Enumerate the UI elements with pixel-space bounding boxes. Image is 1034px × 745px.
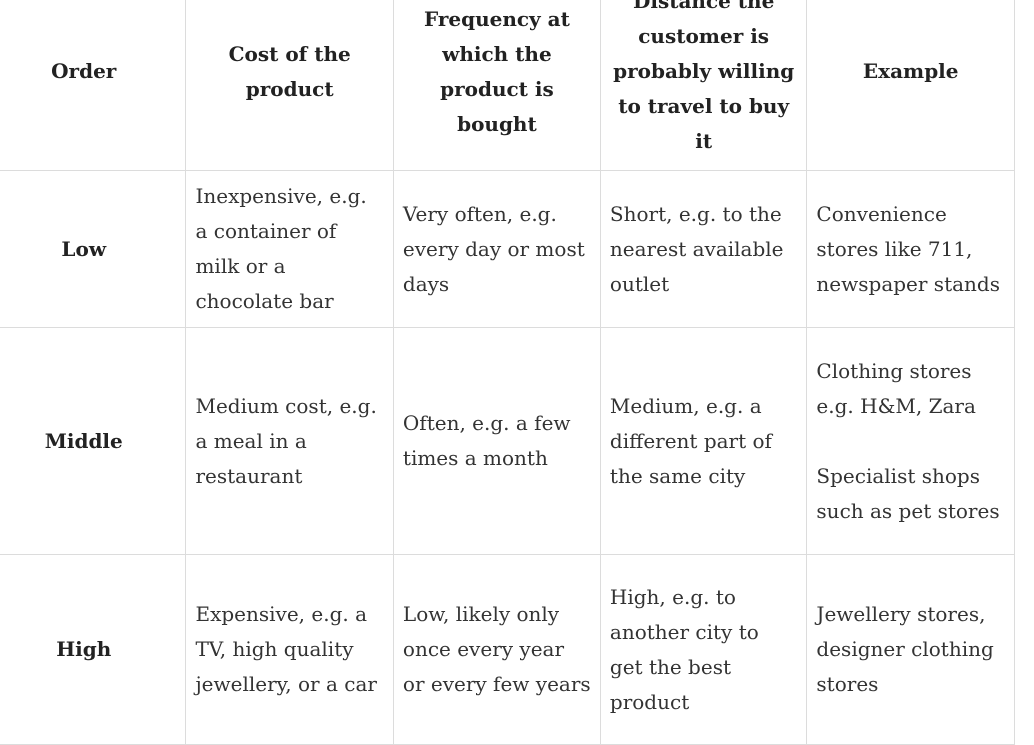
example-cell: Jewellery stores, designer clothing stor… — [806, 554, 1015, 745]
example-cell: Convenience stores like 711, newspaper s… — [806, 170, 1015, 328]
table-row-high: High Expensive, e.g. a TV, high quality … — [0, 554, 1015, 745]
order-cell: Middle — [0, 327, 187, 555]
header-cost: Cost of the product — [185, 0, 394, 171]
table-row-low: Low Inexpensive, e.g. a container of mil… — [0, 170, 1015, 328]
header-order: Order — [0, 0, 187, 171]
header-frequency: Frequency at which the product is bought — [392, 0, 601, 171]
example-cell: Clothing stores e.g. H&M, Zara Specialis… — [806, 327, 1015, 555]
frequency-cell: Low, likely only once every year or ever… — [392, 554, 601, 745]
example-text: Clothing stores e.g. H&M, Zara — [816, 358, 976, 418]
example-text: Convenience stores like 711, newspaper s… — [816, 201, 1000, 296]
frequency-cell: Very often, e.g. every day or most days — [392, 170, 601, 328]
cost-cell: Medium cost, e.g. a meal in a restaurant — [185, 327, 394, 555]
header-example: Example — [806, 0, 1015, 171]
order-cell: High — [0, 554, 187, 745]
distance-cell: High, e.g. to another city to get the be… — [599, 554, 808, 745]
distance-cell: Short, e.g. to the nearest available out… — [599, 170, 808, 328]
example-text: Jewellery stores, designer clothing stor… — [816, 602, 994, 696]
cost-cell: Inexpensive, e.g. a container of milk or… — [185, 170, 394, 328]
example-text: Specialist shops such as pet stores — [816, 463, 1000, 523]
cost-cell: Expensive, e.g. a TV, high quality jewel… — [185, 554, 394, 745]
header-row: Order Cost of the product Frequency at w… — [0, 0, 1015, 171]
header-distance: Distance the customer is probably willin… — [599, 0, 808, 171]
frequency-cell: Often, e.g. a few times a month — [392, 327, 601, 555]
distance-cell: Medium, e.g. a different part of the sam… — [599, 327, 808, 555]
table-row-middle: Middle Medium cost, e.g. a meal in a res… — [0, 327, 1015, 555]
order-cell: Low — [0, 170, 187, 328]
